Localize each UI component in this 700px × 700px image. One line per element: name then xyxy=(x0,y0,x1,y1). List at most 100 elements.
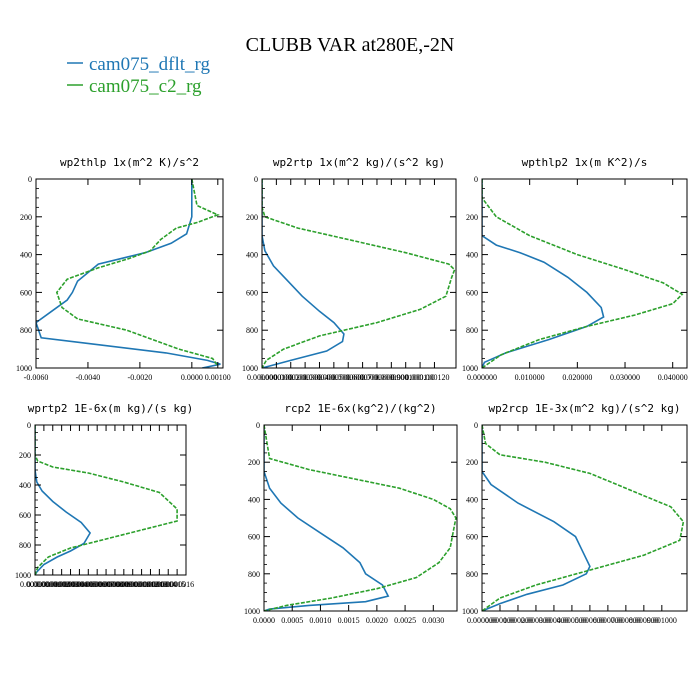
y-tick-label: 600 xyxy=(248,533,260,542)
x-tick-label: 0.0000 xyxy=(253,616,275,625)
x-tick-label: 0.0000006 xyxy=(71,580,105,589)
series-line-dflt xyxy=(36,179,221,368)
x-tick-label: 0.0000200 xyxy=(274,373,308,382)
x-tick-label: 0.0015 xyxy=(338,616,360,625)
panel-title: wpthlp2 1x(m K^2)/s xyxy=(522,156,648,169)
x-tick-label: -0.0060 xyxy=(24,373,49,382)
x-tick-label: 0.0000016 xyxy=(160,580,194,589)
x-tick-label: 0.0000500 xyxy=(317,373,351,382)
y-tick-label: 1000 xyxy=(15,571,31,580)
x-tick-label: 0.0000007 xyxy=(80,580,114,589)
y-tick-label: 600 xyxy=(20,288,32,297)
x-tick-label: 0.000000 xyxy=(467,373,497,382)
x-tick-label: 0.0000005 xyxy=(62,580,96,589)
panels: wp2thlp 1x(m^2 K)/s^2 0 200 400 600 800 1000 -0… xyxy=(15,156,688,625)
series-line-c2 xyxy=(35,425,178,575)
panel-title: wp2rtp 1x(m^2 kg)/(s^2 kg) xyxy=(273,156,445,169)
y-tick-label: 1000 xyxy=(242,364,258,373)
x-tick-label: 0.020000 xyxy=(562,373,592,382)
x-tick-label: -0.0040 xyxy=(76,373,101,382)
x-tick-label: 0.0025 xyxy=(394,616,416,625)
y-tick-label: 0 xyxy=(28,175,32,184)
series-line-c2 xyxy=(264,425,457,611)
y-tick-label: 200 xyxy=(246,213,258,222)
y-tick-label: 200 xyxy=(20,213,32,222)
legend-label-dflt: cam075_dflt_rg xyxy=(89,54,211,75)
panel-title: rcp2 1E-6x(kg^2)/(kg^2) xyxy=(284,402,436,415)
x-tick-label: 0.000100 xyxy=(391,373,421,382)
x-tick-label: 0.0020 xyxy=(366,616,388,625)
plot-frame xyxy=(261,178,457,369)
chart-panel-6: wp2rcp 1E-3x(m^2 kg)/(s^2 kg) 0 200 400 600 8… xyxy=(462,402,688,625)
x-tick-label: 0.000120 xyxy=(419,373,449,382)
x-tick-label: 0.000000 xyxy=(467,616,497,625)
y-tick-label: 800 xyxy=(466,570,478,579)
y-tick-label: 400 xyxy=(466,251,478,260)
y-tick-label: 0 xyxy=(474,421,478,430)
x-tick-label: 0.000110 xyxy=(405,373,435,382)
x-tick-label: 0.030000 xyxy=(610,373,640,382)
y-tick-label: 400 xyxy=(20,251,32,260)
y-tick-label: 0 xyxy=(27,421,31,430)
y-tick-label: 400 xyxy=(248,495,260,504)
y-tick-label: 200 xyxy=(248,458,260,467)
y-tick-label: 600 xyxy=(246,288,258,297)
series-line-c2 xyxy=(482,179,684,368)
y-tick-label: 400 xyxy=(19,481,31,490)
plot-frame xyxy=(481,178,688,369)
x-tick-label: 0.0000010 xyxy=(107,580,141,589)
x-tick-label: 0.000800 xyxy=(611,616,641,625)
series-line-dflt xyxy=(35,425,92,575)
panel-title: wprtp2 1E-6x(m kg)/(s kg) xyxy=(28,402,194,415)
figure-title: CLUBB VAR at280E,-2N xyxy=(246,34,455,56)
x-tick-label: 0.000200 xyxy=(503,616,533,625)
y-tick-label: 0 xyxy=(474,175,478,184)
x-tick-label: -0.0020 xyxy=(128,373,153,382)
chart-panel-3: wpthlp2 1x(m K^2)/s 0 200 400 600 800 10000.00… xyxy=(462,156,688,382)
chart-panel-2: wp2rtp 1x(m^2 kg)/(s^2 kg) 0 200 400 600 800 1… xyxy=(242,156,457,382)
x-tick-label: 0.0005 xyxy=(281,616,303,625)
panel-title: wp2thlp 1x(m^2 K)/s^2 xyxy=(60,156,199,169)
x-tick-label: 0.000000 xyxy=(247,373,277,382)
y-tick-label: 200 xyxy=(466,213,478,222)
x-tick-label: 0.0000100 xyxy=(259,373,293,382)
series-line-dflt xyxy=(262,179,345,368)
chart-panel-1: wp2thlp 1x(m^2 K)/s^202004006008001000-0… xyxy=(16,156,231,382)
x-tick-label: 0.000300 xyxy=(521,616,551,625)
x-tick-label: 0.000100 xyxy=(485,616,515,625)
y-tick-label: 0 xyxy=(254,175,258,184)
chart-panel-5: rcp2 1E-6x(kg^2)/(kg^2) 0 200 400 600 800 1000… xyxy=(244,402,458,625)
y-tick-label: 1000 xyxy=(462,364,478,373)
x-tick-label: 0.000500 xyxy=(557,616,587,625)
x-tick-label: 0.0000002 xyxy=(36,580,70,589)
x-tick-label: 0.0000001 xyxy=(27,580,61,589)
x-tick-label: 0.000600 xyxy=(575,616,605,625)
x-tick-label: 0.040000 xyxy=(658,373,688,382)
series-line-dflt xyxy=(482,425,591,611)
plot-frame xyxy=(481,424,688,612)
y-tick-label: 200 xyxy=(19,451,31,460)
series-line-dflt xyxy=(264,425,390,611)
x-tick-label: 0.0000300 xyxy=(288,373,322,382)
series-line-c2 xyxy=(262,179,456,368)
x-tick-label: 0.0000800 xyxy=(360,373,394,382)
legend: cam075_dflt_rg cam075_c2_rg xyxy=(67,54,211,97)
x-tick-label: 0.0000003 xyxy=(45,580,79,589)
y-tick-label: 200 xyxy=(466,458,478,467)
y-tick-label: 800 xyxy=(19,541,31,550)
x-tick-label: 0.0000015 xyxy=(151,580,185,589)
x-tick-label: 0.000000 xyxy=(20,580,50,589)
x-tick-label: 0.0000011 xyxy=(116,580,150,589)
y-tick-label: 600 xyxy=(19,511,31,520)
y-tick-label: 800 xyxy=(246,326,258,335)
y-tick-label: 1000 xyxy=(462,607,478,616)
panel-title: wp2rcp 1E-3x(m^2 kg)/(s^2 kg) xyxy=(488,402,680,415)
series-line-dflt xyxy=(482,179,605,368)
y-tick-label: 1000 xyxy=(244,607,260,616)
x-tick-label: 0.0000008 xyxy=(89,580,123,589)
series-line-c2 xyxy=(482,425,685,611)
x-tick-label: 0.0000013 xyxy=(133,580,167,589)
plot-frame xyxy=(263,424,458,612)
x-tick-label: 0.000900 xyxy=(629,616,659,625)
